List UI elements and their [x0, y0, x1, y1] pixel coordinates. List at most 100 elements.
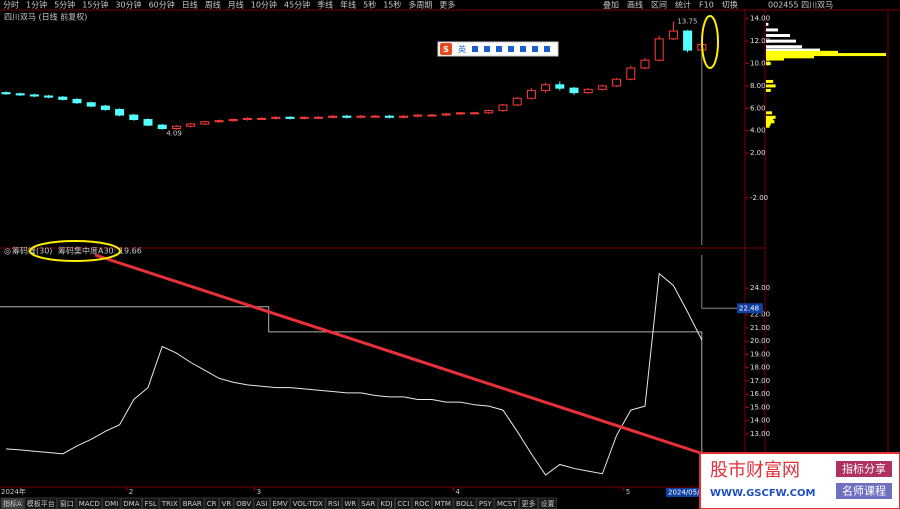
tab-bg[interactable]	[290, 497, 326, 509]
tab-bg[interactable]	[57, 497, 77, 509]
tab-bg[interactable]	[394, 497, 412, 509]
tab[interactable]: ROC	[414, 500, 429, 508]
tab[interactable]: CCI	[397, 500, 409, 508]
toolbar-tab[interactable]: 季线	[317, 0, 333, 10]
candle-body	[526, 89, 536, 99]
toolbar-button[interactable]: F10	[699, 1, 714, 10]
tab-bg[interactable]	[0, 497, 25, 509]
tab-bg[interactable]	[538, 497, 557, 509]
candle-body	[569, 87, 579, 94]
tab[interactable]: 设置	[541, 499, 555, 508]
tab[interactable]: FSL	[145, 500, 157, 508]
tab-bg[interactable]	[24, 497, 58, 509]
tab[interactable]: BOLL	[456, 500, 474, 508]
ime-icon	[508, 46, 514, 52]
toolbar-tab[interactable]: 30分钟	[115, 0, 141, 10]
tab[interactable]: SAR	[361, 500, 375, 508]
tab[interactable]: MCST	[497, 500, 517, 508]
tab-bg[interactable]	[102, 497, 121, 509]
candle-body	[668, 30, 678, 40]
tab-bg[interactable]	[204, 497, 220, 509]
toolbar-tab[interactable]: 周线	[205, 0, 221, 10]
toolbar-button[interactable]: 区间	[651, 1, 667, 10]
tab[interactable]: OBV	[236, 500, 251, 508]
toolbar-tab[interactable]: 15分钟	[82, 0, 108, 10]
toolbar-button[interactable]: 切换	[722, 0, 738, 10]
toolbar-tab[interactable]: 45分钟	[284, 0, 310, 10]
tab[interactable]: DMA	[123, 500, 139, 508]
ime-logo: S	[443, 45, 449, 54]
tab-bg[interactable]	[120, 497, 142, 509]
tab[interactable]: MACD	[79, 500, 100, 508]
watermark-site: 股市财富网	[710, 460, 800, 481]
tab[interactable]: WR	[344, 500, 356, 508]
chip-profile-bar	[766, 55, 814, 59]
tab-bg[interactable]	[233, 497, 254, 509]
tab-bg[interactable]	[325, 497, 342, 509]
tab[interactable]: VR	[222, 500, 232, 508]
toolbar-tab[interactable]: 10分钟	[251, 0, 277, 10]
tab[interactable]: RSI	[328, 500, 339, 508]
chip-profile-bar	[766, 122, 771, 126]
tab[interactable]: ASI	[256, 500, 267, 508]
x-tick-label: 3	[257, 488, 261, 496]
tab[interactable]: TRIX	[161, 500, 178, 508]
tab[interactable]: 窗口	[60, 499, 74, 508]
y-tick-label: 14.00	[750, 417, 770, 425]
toolbar-tab[interactable]: 月线	[228, 0, 244, 10]
tab-bg[interactable]	[341, 497, 359, 509]
toolbar-tab[interactable]: 分时	[3, 0, 19, 10]
toolbar-button[interactable]: 叠加	[603, 0, 619, 10]
toolbar-tab[interactable]: 多周期	[408, 0, 432, 10]
chip-profile-bar	[766, 48, 820, 52]
tab[interactable]: 更多	[522, 499, 536, 508]
tab-bg[interactable]	[269, 497, 291, 509]
tab-bg[interactable]	[476, 497, 495, 509]
toolbar-tab[interactable]: 60分钟	[149, 0, 175, 10]
tab-bg[interactable]	[494, 497, 519, 509]
tab[interactable]: BRAR	[183, 500, 202, 508]
watermark-tag-bg	[836, 483, 892, 499]
toolbar-button[interactable]: 画线	[627, 0, 643, 10]
toolbar-tab[interactable]: 1分钟	[26, 0, 47, 10]
tab[interactable]: MTM	[435, 500, 451, 508]
tab[interactable]: KDJ	[380, 500, 392, 508]
tab-bg[interactable]	[411, 497, 433, 509]
tab[interactable]: EMV	[272, 500, 287, 508]
tab-bg[interactable]	[76, 497, 103, 509]
main-pane: 14.00 12.00 10.00 8.00 6.00 4.00 2.00 -2.00 13.7…	[1, 15, 886, 245]
tab-bg[interactable]	[377, 497, 395, 509]
tab-bg[interactable]	[253, 497, 270, 509]
toolbar-tab[interactable]: 更多	[439, 0, 455, 10]
toolbar-tab[interactable]: 日线	[182, 0, 198, 10]
tab[interactable]: PSY	[479, 500, 493, 508]
tab[interactable]: 指标A	[3, 499, 22, 508]
tab-bg[interactable]	[432, 497, 454, 509]
toolbar-tab[interactable]: 15秒	[383, 0, 401, 10]
toolbar-tab[interactable]: 5秒	[363, 0, 376, 10]
candle-body	[157, 124, 167, 129]
tab[interactable]: DMI	[105, 500, 119, 508]
x-tick-label: 2024年	[1, 487, 26, 496]
chip-profile-bar	[766, 39, 796, 43]
toolbar-tab[interactable]: 年线	[340, 0, 356, 10]
candle-body	[384, 115, 394, 118]
y-tick-label: 19.00	[750, 350, 770, 358]
tab-bg[interactable]	[519, 497, 538, 509]
tab[interactable]: CR	[207, 500, 217, 508]
toolbar-button[interactable]: 统计	[675, 0, 691, 10]
candle-body	[186, 123, 196, 127]
candle-body	[115, 108, 125, 116]
tab-bg[interactable]	[180, 497, 205, 509]
chip-profile-bar	[766, 120, 775, 124]
tab[interactable]: VOL-TDX	[293, 500, 324, 508]
candle-body	[484, 110, 494, 114]
tab-bg[interactable]	[453, 497, 477, 509]
tab-bg[interactable]	[358, 497, 378, 509]
tab-bg[interactable]	[219, 497, 234, 509]
tab-bg[interactable]	[159, 497, 181, 509]
tab-bg[interactable]	[142, 497, 160, 509]
indicator-value: 筹码集中度A30: 19.66	[58, 246, 142, 256]
tab[interactable]: 模板平台	[27, 499, 55, 508]
toolbar-tab[interactable]: 5分钟	[54, 0, 75, 10]
